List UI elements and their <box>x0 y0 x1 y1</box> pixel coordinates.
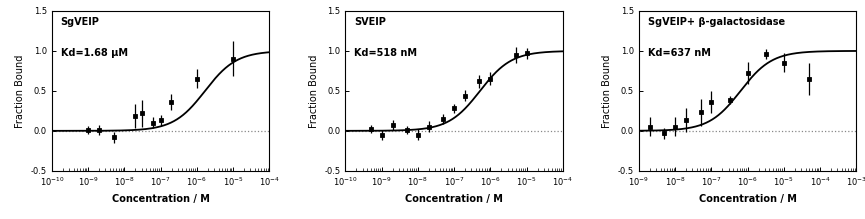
Text: Kd=1.68 μM: Kd=1.68 μM <box>61 48 128 58</box>
Text: Kd=518 nM: Kd=518 nM <box>354 48 417 58</box>
Text: Kd=637 nM: Kd=637 nM <box>648 48 710 58</box>
X-axis label: Concentration / M: Concentration / M <box>112 194 209 204</box>
Y-axis label: Fraction Bound: Fraction Bound <box>602 54 612 128</box>
Text: SgVEIP+ β-galactosidase: SgVEIP+ β-galactosidase <box>648 17 785 27</box>
X-axis label: Concentration / M: Concentration / M <box>699 194 797 204</box>
Y-axis label: Fraction Bound: Fraction Bound <box>309 54 319 128</box>
Text: SVEIP: SVEIP <box>354 17 386 27</box>
Y-axis label: Fraction Bound: Fraction Bound <box>16 54 25 128</box>
X-axis label: Concentration / M: Concentration / M <box>405 194 503 204</box>
Text: SgVEIP: SgVEIP <box>61 17 99 27</box>
